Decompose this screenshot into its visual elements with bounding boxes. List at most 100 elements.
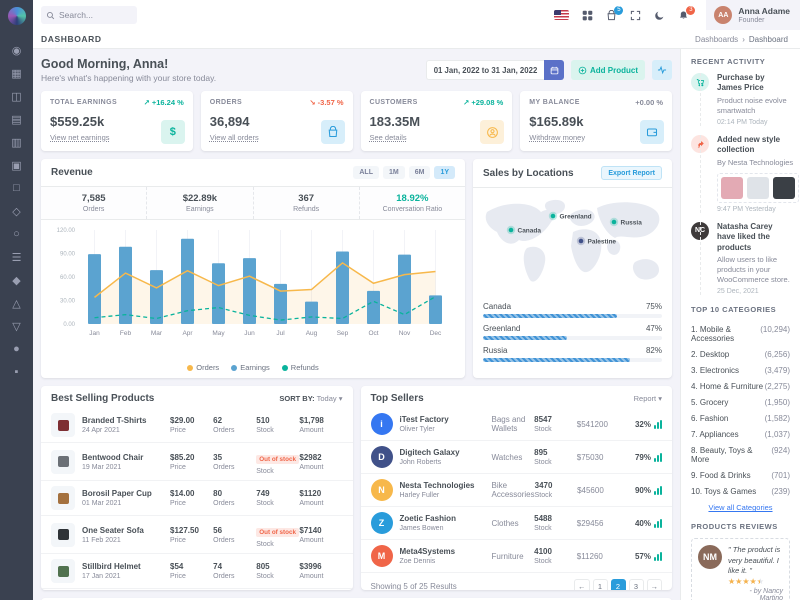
category-row: 3. Electronics (3,479) (691, 362, 790, 378)
products-reviews-title: PRODUCTS REVIEWS (691, 522, 778, 532)
topbar: 5 3 AA Anna Adame Founder (33, 0, 800, 30)
sidebar-item-maps-icon[interactable]: ● (13, 343, 20, 355)
cart-icon[interactable]: 5 (606, 5, 624, 21)
dark-mode-moon-icon[interactable] (654, 10, 665, 21)
stat-card-label: TOTAL EARNINGS (50, 99, 118, 106)
sidebar-item-apps-icon[interactable]: ▦ (11, 67, 22, 80)
sidebar-item-layouts-icon[interactable]: ◫ (11, 90, 22, 103)
seller-row: i iTest Factory Oliver Tyler Bags and Walle… (361, 408, 673, 440)
revenue-tab-1y[interactable]: 1Y (434, 166, 455, 179)
add-product-button[interactable]: Add Product (571, 60, 645, 80)
category-name[interactable]: 8. Beauty, Toys & More (691, 445, 753, 464)
sidebar-item-authentication-icon[interactable]: ▤ (11, 113, 22, 126)
category-name[interactable]: 3. Electronics (691, 365, 740, 375)
revenue-tab-6m[interactable]: 6M (408, 166, 431, 179)
language-flag-icon[interactable] (554, 10, 570, 20)
seller-stock: 895 Stock (534, 448, 552, 466)
sidebar-item-landing-icon[interactable]: ▣ (11, 159, 22, 172)
category-name[interactable]: 5. Grocery (691, 397, 729, 407)
stat-card-link[interactable]: See details (369, 133, 407, 142)
fullscreen-icon[interactable] (630, 10, 641, 21)
calendar-button[interactable] (544, 60, 564, 80)
category-name[interactable]: 9. Food & Drinks (691, 470, 751, 480)
pagination-page-3[interactable]: 3 (628, 579, 644, 590)
pagination-prev[interactable]: ← (574, 579, 590, 590)
sidebar-item-base-ui-icon[interactable]: □ (13, 182, 20, 194)
category-name[interactable]: 10. Toys & Games (691, 486, 757, 496)
view-all-categories-link[interactable]: View all Categories (708, 503, 773, 513)
category-name[interactable]: 7. Appliances (691, 429, 739, 439)
export-report-button[interactable]: Export Report (601, 166, 662, 180)
product-row: Branded T-Shirts 24 Apr 2021 $29.00 Price 62… (41, 408, 353, 442)
top-sellers-results-info: Showing 5 of 25 Results (370, 582, 457, 590)
top-categories-title: TOP 10 CATEGORIES (691, 305, 777, 315)
product-orders: 80 Orders (213, 489, 235, 507)
product-thumbnail (747, 176, 769, 199)
svg-text:Canada: Canada (518, 227, 542, 234)
search-input[interactable] (59, 10, 129, 20)
seller-category: Bike Accessories (491, 481, 535, 499)
review-stars: ★★★★★★★★★★ (728, 577, 783, 586)
map-marker-russia[interactable]: Russia (609, 217, 642, 227)
map-marker-canada[interactable]: Canada (506, 225, 542, 235)
product-price: $29.00 Price (170, 416, 195, 434)
stat-card-label: ORDERS (209, 99, 243, 106)
sidebar-item-widgets-icon[interactable]: ○ (13, 228, 20, 240)
app-logo-icon[interactable] (7, 7, 26, 25)
revenue-tab-1m[interactable]: 1M (382, 166, 405, 179)
notifications-bell-icon[interactable]: 3 (678, 5, 696, 21)
sidebar-item-forms-icon[interactable]: ☰ (11, 251, 22, 264)
svg-text:Apr: Apr (182, 330, 193, 337)
pagination-page-1[interactable]: 1 (592, 579, 608, 590)
sidebar-item-advance-ui-icon[interactable]: ◇ (12, 205, 21, 218)
activity-button[interactable] (652, 60, 672, 80)
sidebar-item-icons-icon[interactable]: ▽ (12, 320, 21, 333)
date-range-input[interactable]: 01 Jan, 2022 to 31 Jan, 2022 (426, 60, 544, 80)
category-row: 9. Food & Drinks (701) (691, 467, 790, 483)
sidebar-item-multi-level-icon[interactable]: ▪ (14, 366, 19, 378)
seller-amount: $29456 (576, 518, 604, 528)
seller-company: iTest Factory (399, 415, 449, 424)
map-marker-greenland[interactable]: Greenland (548, 211, 592, 221)
product-row: Bentwood Chair 19 Mar 2021 $85.20 Price 35 Or… (41, 442, 353, 480)
pagination-next[interactable]: → (646, 579, 662, 590)
revenue-panel: Revenue ALL 1M 6M 1Y 7,585 Orders $22.89k Earn… (41, 159, 465, 378)
pagination-page-2[interactable]: 2 (610, 579, 626, 590)
report-dropdown[interactable]: Report ▾ (633, 394, 662, 403)
activity-time: 9:47 PM Yesterday (717, 205, 776, 213)
stat-card-delta: ↗ +29.08 % (462, 98, 504, 107)
stat-card-value: 36,894 (209, 114, 250, 129)
sidebar-item-dashboards-icon[interactable]: ◉ (11, 44, 22, 57)
best-selling-title: Best Selling Products (51, 393, 155, 404)
wallet-icon (640, 120, 664, 144)
apps-grid-icon[interactable] (582, 10, 593, 21)
best-selling-panel: Best Selling Products SORT BY: Today ▾ B… (41, 386, 353, 590)
activity-product-thumbnails (717, 172, 799, 203)
stat-card-link[interactable]: Withdraw money (529, 133, 586, 142)
revenue-tab-all[interactable]: ALL (353, 166, 379, 179)
map-marker-palestine[interactable]: Palestine (576, 236, 617, 246)
product-name: Bentwood Chair (82, 452, 144, 462)
user-menu[interactable]: AA Anna Adame Founder (706, 0, 800, 30)
category-name[interactable]: 1. Mobile & Accessories (691, 324, 735, 343)
category-name[interactable]: 6. Fashion (691, 413, 729, 423)
stat-cards-row: TOTAL EARNINGS ↗ +16.24 % $559.25k View net… (41, 91, 672, 151)
revenue-stat-conversation-ratio: 18.92% Conversation Ratio (360, 187, 465, 219)
sidebar-item-pages-icon[interactable]: ▥ (11, 136, 22, 149)
stat-card-link[interactable]: View net earnings (50, 133, 110, 142)
next-panel-edge (41, 598, 672, 600)
revenue-stat-value: 367 (298, 193, 315, 204)
activity-item: NC Natasha Carey have liked the products A… (691, 221, 790, 296)
calendar-icon (550, 66, 559, 75)
category-name[interactable]: 4. Home & Furniture (691, 381, 764, 391)
sidebar-item-tables-icon[interactable]: ◆ (12, 274, 21, 287)
stat-card-link[interactable]: View all orders (209, 133, 259, 142)
sidebar-item-charts-icon[interactable]: △ (12, 297, 21, 310)
product-orders: 35 Orders (213, 452, 235, 471)
svg-text:Jul: Jul (276, 330, 285, 337)
breadcrumb-root[interactable]: Dashboards (695, 34, 739, 44)
svg-text:Palestine: Palestine (588, 238, 617, 245)
activity-item: Purchase by James Price Product noise evo… (691, 73, 790, 127)
sort-by-dropdown[interactable]: SORT BY: Today ▾ (279, 394, 343, 403)
category-name[interactable]: 2. Desktop (691, 349, 730, 359)
